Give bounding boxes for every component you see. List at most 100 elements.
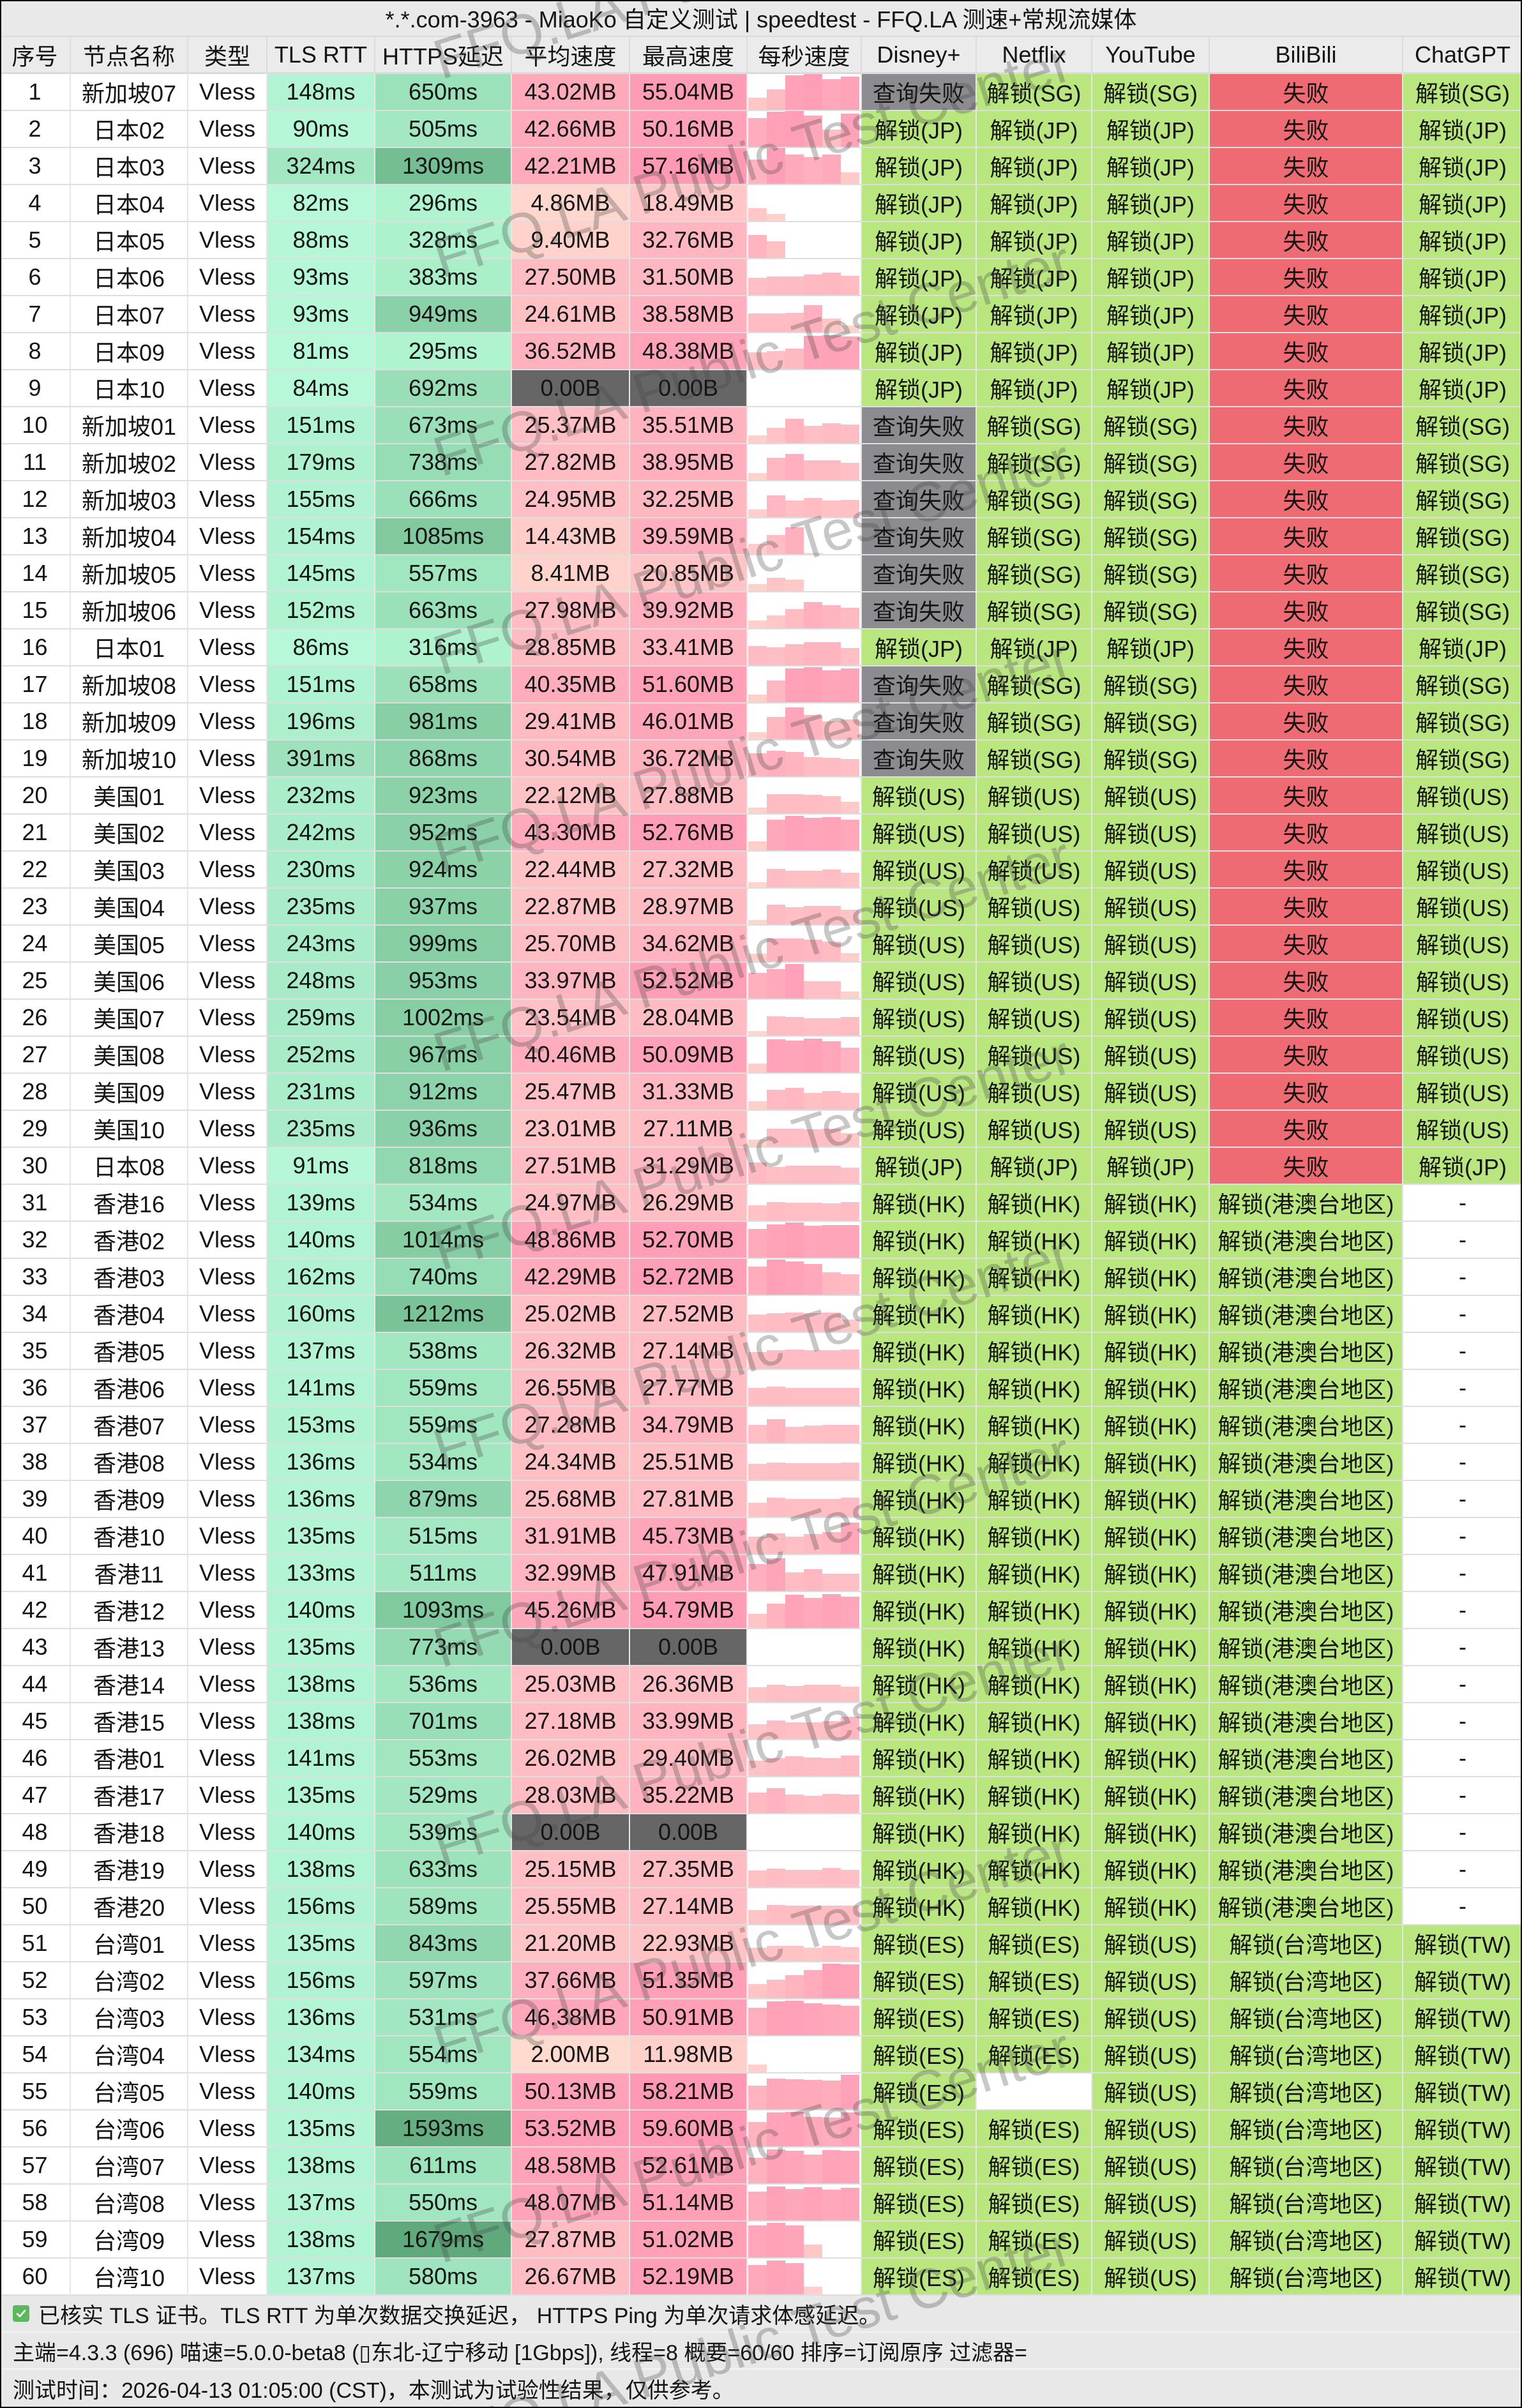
https-latency-cell: 554ms — [375, 2036, 512, 2073]
node-name: 香港04 — [71, 1296, 188, 1333]
chatgpt-status: 解锁(TW) — [1403, 2111, 1522, 2148]
disney-status: 解锁(HK) — [862, 1481, 977, 1518]
disney-status: 解锁(HK) — [862, 1777, 977, 1814]
chatgpt-status: 解锁(US) — [1403, 1000, 1522, 1037]
chatgpt-status: - — [1403, 1518, 1522, 1555]
row-index: 46 — [0, 1740, 71, 1777]
avg-speed-cell: 43.02MB — [512, 74, 630, 111]
avg-speed-cell: 32.99MB — [512, 1555, 630, 1592]
speed-bar — [804, 274, 822, 295]
node-name: 台湾08 — [71, 2185, 188, 2222]
speed-bar — [822, 1350, 841, 1369]
per-second-speed-chart — [748, 1333, 862, 1370]
node-name: 台湾09 — [71, 2222, 188, 2259]
speed-bar — [804, 757, 822, 776]
speed-bar — [748, 1314, 767, 1332]
speed-bar — [841, 1964, 859, 1998]
node-name: 日本03 — [71, 148, 188, 185]
tls-rtt-cell: 145ms — [267, 555, 375, 592]
netflix-status: 解锁(JP) — [977, 370, 1092, 407]
avg-speed-cell: 27.87MB — [512, 2222, 630, 2259]
https-latency-cell: 529ms — [375, 1777, 512, 1814]
https-latency-cell: 539ms — [375, 1814, 512, 1851]
speed-bar — [748, 694, 767, 702]
speed-bar — [767, 1685, 785, 1702]
result-row: 45 香港15 Vless 138ms 701ms 27.18MB 33.99M… — [0, 1703, 1522, 1740]
avg-speed-cell: 28.85MB — [512, 629, 630, 666]
https-latency-cell: 868ms — [375, 741, 512, 778]
result-row: 56 台湾06 Vless 135ms 1593ms 53.52MB 59.60… — [0, 2111, 1522, 2148]
node-name: 新加坡03 — [71, 481, 188, 518]
youtube-status: 解锁(US) — [1092, 852, 1210, 889]
speed-bar — [767, 1979, 785, 1998]
netflix-status: 解锁(US) — [977, 926, 1092, 963]
disney-status: 解锁(HK) — [862, 1185, 977, 1222]
speed-bar — [841, 1388, 859, 1406]
speed-bar — [804, 1796, 822, 1813]
result-row: 57 台湾07 Vless 138ms 611ms 48.58MB 52.61M… — [0, 2148, 1522, 2185]
per-second-speed-chart — [748, 1222, 862, 1259]
result-row: 8 日本09 Vless 81ms 295ms 36.52MB 48.38MB … — [0, 333, 1522, 370]
youtube-status: 解锁(US) — [1092, 1962, 1210, 1999]
youtube-status: 解锁(SG) — [1092, 518, 1210, 555]
node-name: 新加坡05 — [71, 555, 188, 592]
result-row: 28 美国09 Vless 231ms 912ms 25.47MB 31.33M… — [0, 1074, 1522, 1111]
avg-speed-cell: 42.29MB — [512, 1259, 630, 1296]
https-latency-cell: 534ms — [375, 1185, 512, 1222]
speed-bar — [785, 794, 804, 813]
per-second-speed-chart — [748, 629, 862, 666]
per-second-speed-chart — [748, 2148, 862, 2185]
netflix-status: 解锁(US) — [977, 815, 1092, 852]
https-latency-cell: 673ms — [375, 407, 512, 444]
netflix-status: 解锁(SG) — [977, 592, 1092, 629]
speed-bar — [841, 76, 859, 110]
youtube-status: 解锁(HK) — [1092, 1814, 1210, 1851]
netflix-status: 解锁(HK) — [977, 1555, 1092, 1592]
speed-bar — [748, 1425, 767, 1443]
node-type: Vless — [188, 1666, 267, 1703]
speed-bar — [767, 1419, 785, 1443]
chatgpt-status: 解锁(US) — [1403, 1037, 1522, 1074]
row-index: 40 — [0, 1518, 71, 1555]
speed-bar — [804, 335, 822, 369]
avg-speed-cell: 31.91MB — [512, 1518, 630, 1555]
disney-status: 解锁(HK) — [862, 1851, 977, 1888]
disney-status: 解锁(US) — [862, 963, 977, 1000]
speed-bar — [804, 1569, 822, 1591]
tls-rtt-cell: 137ms — [267, 2185, 375, 2222]
max-speed-cell: 39.59MB — [630, 518, 748, 555]
node-type: Vless — [188, 963, 267, 1000]
netflix-status: 解锁(JP) — [977, 333, 1092, 370]
tls-rtt-cell: 152ms — [267, 592, 375, 629]
bilibili-status: 解锁(港澳台地区) — [1210, 1814, 1403, 1851]
speed-bar — [822, 1129, 841, 1147]
netflix-status: 解锁(HK) — [977, 1407, 1092, 1444]
speed-bar — [804, 939, 822, 961]
https-latency-cell: 1002ms — [375, 1000, 512, 1037]
netflix-status: 解锁(HK) — [977, 1777, 1092, 1814]
speed-bar — [841, 2188, 859, 2220]
speed-bar — [767, 794, 785, 813]
speed-bar — [804, 1948, 822, 1961]
speed-bar — [841, 1133, 859, 1147]
https-latency-cell: 580ms — [375, 2259, 512, 2296]
speed-bar — [804, 1757, 822, 1776]
chatgpt-status: 解锁(US) — [1403, 852, 1522, 889]
tls-rtt-cell: 90ms — [267, 111, 375, 148]
header-per-second-speed: 每秒速度 — [748, 37, 862, 74]
tls-rtt-cell: 88ms — [267, 222, 375, 259]
max-speed-cell: 27.52MB — [630, 1296, 748, 1333]
per-second-speed-chart — [748, 1148, 862, 1185]
speed-bar — [748, 919, 767, 924]
per-second-speed-chart — [748, 2222, 862, 2259]
speed-bar — [785, 111, 804, 147]
disney-status: 解锁(US) — [862, 926, 977, 963]
node-name: 台湾02 — [71, 1962, 188, 1999]
max-speed-cell: 50.09MB — [630, 1037, 748, 1074]
max-speed-cell: 52.70MB — [630, 1222, 748, 1259]
youtube-status: 解锁(HK) — [1092, 1333, 1210, 1370]
speed-bar — [767, 2223, 785, 2257]
avg-speed-cell: 25.47MB — [512, 1074, 630, 1111]
speed-bar — [841, 952, 859, 961]
youtube-status: 解锁(US) — [1092, 2111, 1210, 2148]
